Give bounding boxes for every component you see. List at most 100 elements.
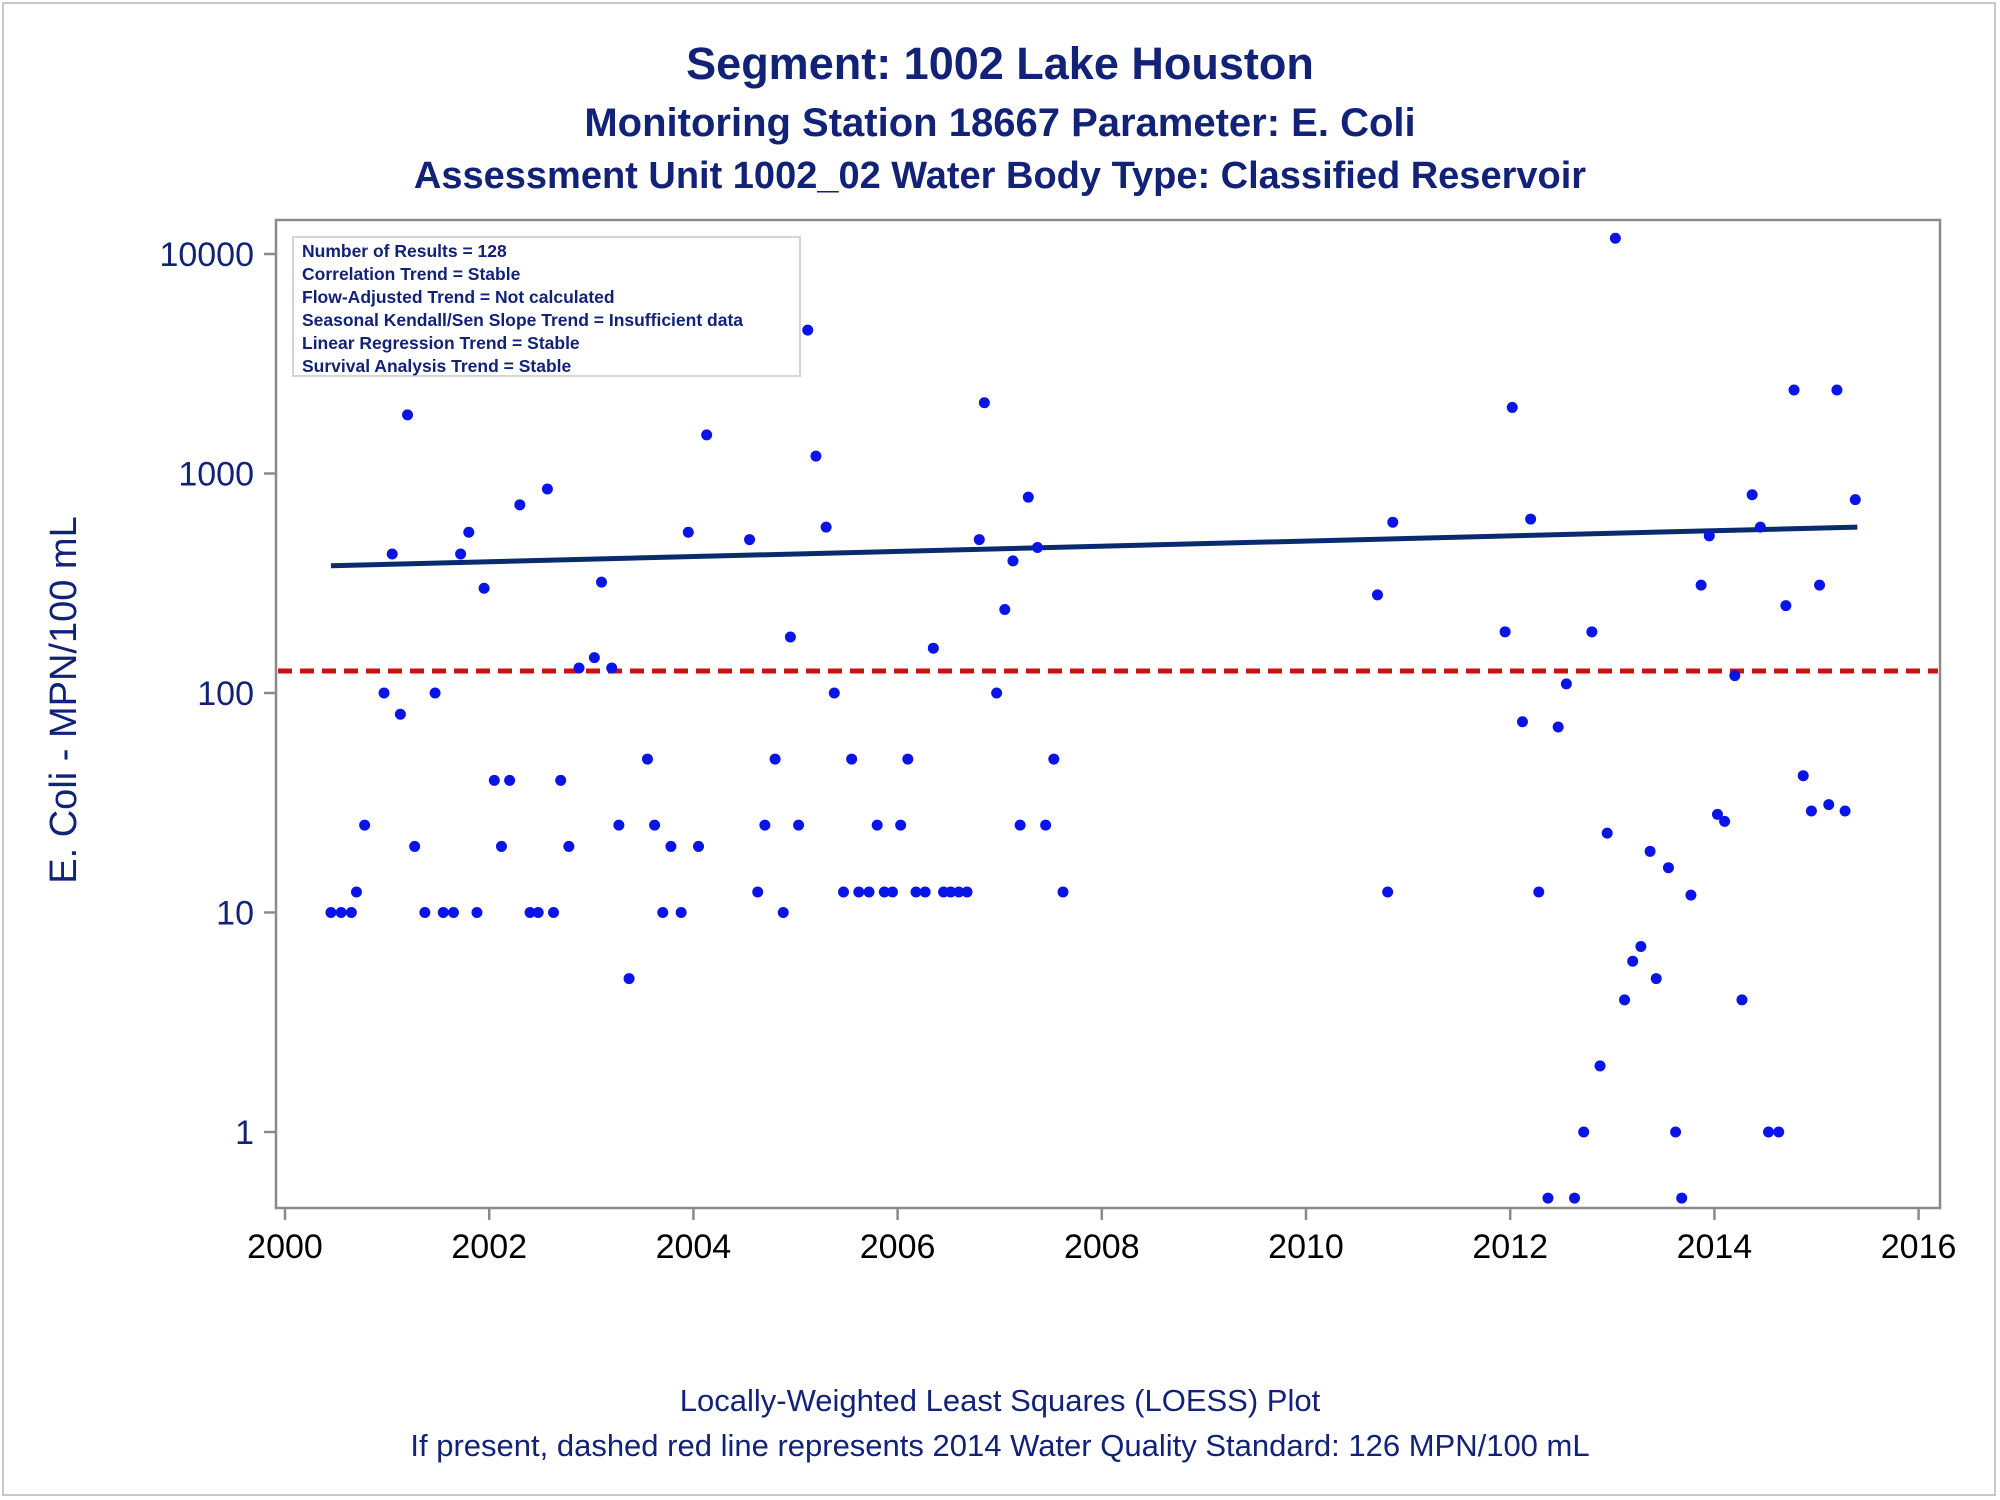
data-point	[573, 662, 585, 674]
data-point	[555, 774, 567, 786]
data-point	[701, 429, 713, 441]
data-point	[1499, 626, 1511, 638]
plot-frame	[274, 218, 1942, 1210]
data-point	[978, 397, 990, 409]
data-point	[871, 819, 883, 831]
data-point	[524, 907, 536, 918]
data-point	[1831, 384, 1843, 396]
data-point	[606, 662, 618, 674]
data-point	[820, 521, 832, 533]
data-point	[744, 534, 756, 546]
data-point	[999, 604, 1011, 616]
data-point	[1839, 805, 1851, 817]
data-point	[1382, 886, 1394, 898]
data-point	[991, 687, 1003, 699]
data-point	[1542, 1192, 1554, 1204]
data-point	[1754, 521, 1766, 533]
data-point	[1627, 955, 1639, 967]
data-point	[802, 324, 814, 336]
data-point	[693, 840, 705, 852]
data-point	[463, 526, 475, 538]
data-point	[1763, 1126, 1775, 1138]
data-point	[1685, 889, 1697, 901]
data-point	[359, 819, 371, 831]
data-point	[1644, 845, 1656, 857]
data-point	[1676, 1192, 1688, 1204]
data-point	[1594, 1060, 1606, 1072]
loess-trend-line	[330, 524, 1858, 569]
data-point	[1506, 401, 1518, 413]
data-point	[1533, 886, 1545, 898]
data-point	[682, 526, 694, 538]
data-point	[1516, 716, 1528, 728]
x-tick-label: 2004	[656, 1228, 732, 1266]
data-point	[1703, 530, 1715, 542]
data-point	[1695, 579, 1707, 591]
data-point	[563, 840, 575, 852]
x-tick-label: 2006	[860, 1228, 936, 1266]
x-tick-label: 2012	[1472, 1228, 1548, 1266]
data-point	[1719, 815, 1731, 827]
data-point	[837, 886, 849, 898]
data-point	[945, 886, 957, 898]
data-point	[1569, 1192, 1581, 1204]
data-point	[919, 886, 931, 898]
data-point	[1670, 1126, 1682, 1138]
data-point	[325, 907, 337, 918]
stat-flow-adjusted-trend: Flow-Adjusted Trend = Not calculated	[302, 287, 615, 307]
data-point	[350, 886, 362, 898]
y-tick-label: 1000	[178, 456, 254, 494]
chart-subtitle-assessment-unit: Assessment Unit 1002_02 Water Body Type:…	[413, 155, 1587, 197]
data-point	[386, 548, 398, 560]
data-point	[419, 907, 431, 918]
data-point	[455, 548, 467, 560]
stat-linear-regression-trend: Linear Regression Trend = Stable	[302, 333, 580, 353]
data-point	[447, 907, 459, 918]
data-point	[548, 907, 560, 918]
data-point	[1823, 799, 1835, 811]
x-tick-label: 2014	[1677, 1228, 1753, 1266]
data-point	[853, 886, 865, 898]
data-point	[1014, 819, 1026, 831]
data-point	[495, 840, 507, 852]
y-tick-label: 10	[216, 895, 254, 933]
data-point	[1650, 973, 1662, 985]
data-point	[810, 450, 822, 462]
data-point	[1805, 805, 1817, 817]
y-axis-label: E. Coli - MPN/100 mL	[43, 516, 85, 883]
data-point	[623, 973, 635, 985]
x-tick-label: 2016	[1881, 1228, 1957, 1266]
y-tick-label: 100	[197, 675, 254, 713]
y-tick-label: 10000	[159, 236, 254, 274]
data-point	[345, 907, 357, 918]
data-point	[488, 774, 500, 786]
data-point	[394, 708, 406, 720]
stat-survival-analysis-trend: Survival Analysis Trend = Stable	[302, 356, 572, 376]
data-point	[504, 774, 516, 786]
data-point	[1031, 542, 1043, 554]
data-point	[1773, 1126, 1785, 1138]
data-point	[1371, 589, 1383, 601]
trend-stats-box: Number of Results = 128 Correlation Tren…	[292, 236, 801, 377]
data-point	[641, 753, 653, 765]
data-point	[752, 886, 764, 898]
stat-number-of-results: Number of Results = 128	[302, 241, 507, 261]
stat-seasonal-kendall-trend: Seasonal Kendall/Sen Slope Trend = Insuf…	[302, 310, 744, 330]
data-point	[541, 483, 553, 495]
data-point	[1746, 489, 1758, 501]
plot-area: 2000 2002 2004 2006 2008 2010 2012 2014 2016 1 10 1…	[43, 218, 1957, 1266]
data-point	[1040, 819, 1052, 831]
data-point	[1736, 994, 1748, 1006]
x-tick-label: 2000	[247, 1228, 323, 1266]
footnote-loess: Locally-Weighted Least Squares (LOESS) P…	[679, 1383, 1321, 1418]
data-point	[973, 534, 985, 546]
chart-title: Segment: 1002 Lake Houston	[686, 38, 1314, 89]
data-point	[657, 907, 669, 918]
data-point	[1780, 600, 1792, 612]
data-point	[613, 819, 625, 831]
x-tick-label: 2008	[1064, 1228, 1140, 1266]
x-tick-label: 2010	[1268, 1228, 1344, 1266]
data-point	[514, 499, 526, 511]
